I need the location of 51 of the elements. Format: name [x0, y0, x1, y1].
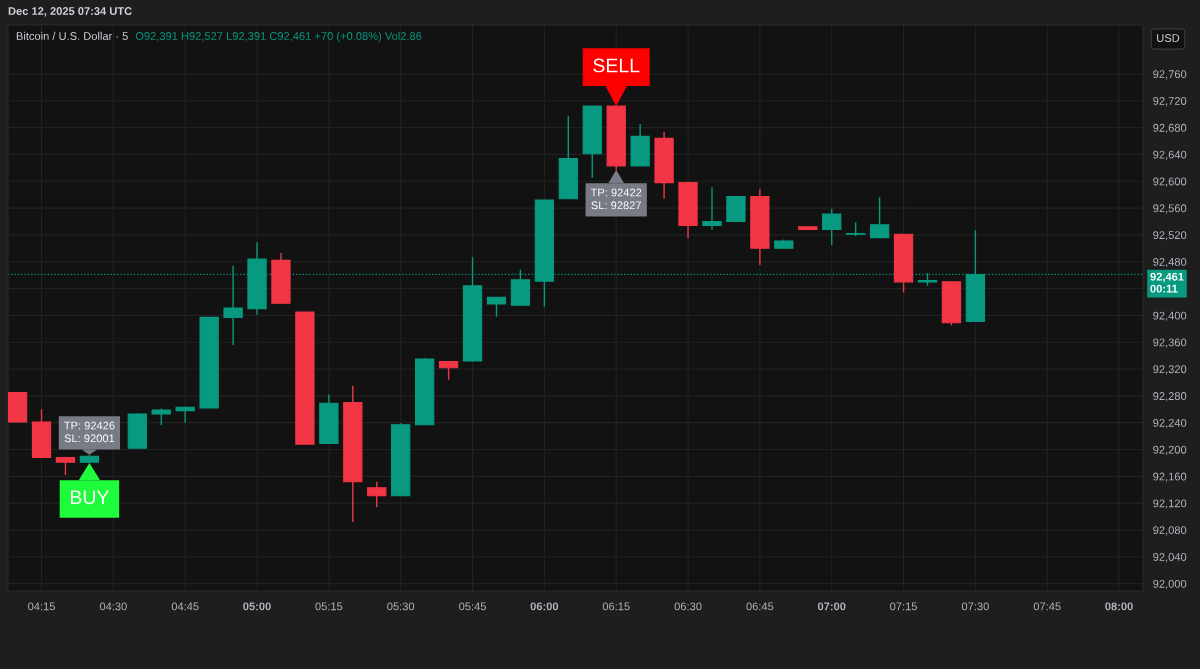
y-tick-label: 92,360	[1153, 338, 1187, 348]
y-tick-label: 92,320	[1153, 365, 1187, 375]
y-tick-label: 92,200	[1153, 445, 1187, 455]
annotation: TP: 92426 SL: 92001	[64, 421, 115, 443]
x-tick-label: 04:30	[99, 602, 127, 611]
x-tick-label: 07:00	[817, 602, 846, 611]
candlestick	[822, 208, 842, 246]
y-tick-label: 92,600	[1153, 177, 1187, 187]
text: Dec 12, 2025 07:34 UTC	[8, 7, 132, 17]
candlestick	[438, 360, 459, 381]
text: O92,391 H92,527 L92,391 C92,461 +70 (+0.08%) Vol2.86	[135, 31, 422, 43]
y-tick-label: 92,240	[1153, 418, 1187, 429]
x-tick-label: 05:45	[459, 602, 486, 611]
candlestick	[702, 186, 722, 231]
chart-title: Bitcoin / U.S. Dollar · 5	[16, 31, 128, 40]
y-tick-label: 92,640	[1153, 150, 1187, 160]
text: USD	[1157, 34, 1180, 42]
candlestick	[486, 296, 507, 318]
y-tick-label: 92,040	[1153, 553, 1187, 563]
x-tick-label: 05:30	[387, 602, 415, 611]
x-tick-label: 05:15	[315, 602, 343, 611]
y-tick-label: 92,160	[1153, 472, 1187, 482]
x-tick-label: 06:45	[746, 602, 774, 611]
y-tick-label: 92,000	[1153, 579, 1187, 590]
y-tick-label: 92,760	[1153, 70, 1187, 80]
y-tick-label: 92,720	[1153, 97, 1187, 107]
y-tick-label: 92,400	[1153, 311, 1187, 321]
x-tick-label: 05:00	[243, 602, 271, 611]
x-tick-label: 07:45	[1033, 602, 1061, 611]
annotation: BUY	[71, 490, 109, 505]
y-tick-label: 92,120	[1153, 499, 1187, 509]
y-tick-label: 92,520	[1153, 231, 1187, 241]
y-tick-label: 92,480	[1153, 257, 1187, 268]
candlestick	[367, 480, 387, 508]
y-tick-label: 92,680	[1153, 123, 1187, 134]
x-tick-label: 06:30	[674, 602, 702, 611]
candlestick	[175, 405, 195, 424]
y-tick-label: 92,560	[1153, 204, 1187, 214]
candlestick	[869, 196, 890, 239]
x-tick-label: 07:30	[961, 602, 989, 611]
y-tick-label: 92,080	[1153, 526, 1187, 536]
x-tick-label: 06:00	[530, 602, 559, 611]
ref-line-label: 92,461 00:11	[1150, 272, 1184, 293]
annotation: TP: 92422 SL: 92827	[590, 188, 642, 210]
x-tick-label: 07:15	[890, 602, 917, 611]
x-tick-label: 04:45	[171, 602, 199, 611]
x-tick-label: 06:15	[602, 602, 630, 611]
x-tick-label: 04:15	[28, 602, 55, 611]
annotation: SELL	[593, 58, 640, 73]
x-tick-label: 08:00	[1105, 602, 1133, 611]
y-tick-label: 92,280	[1153, 392, 1187, 402]
